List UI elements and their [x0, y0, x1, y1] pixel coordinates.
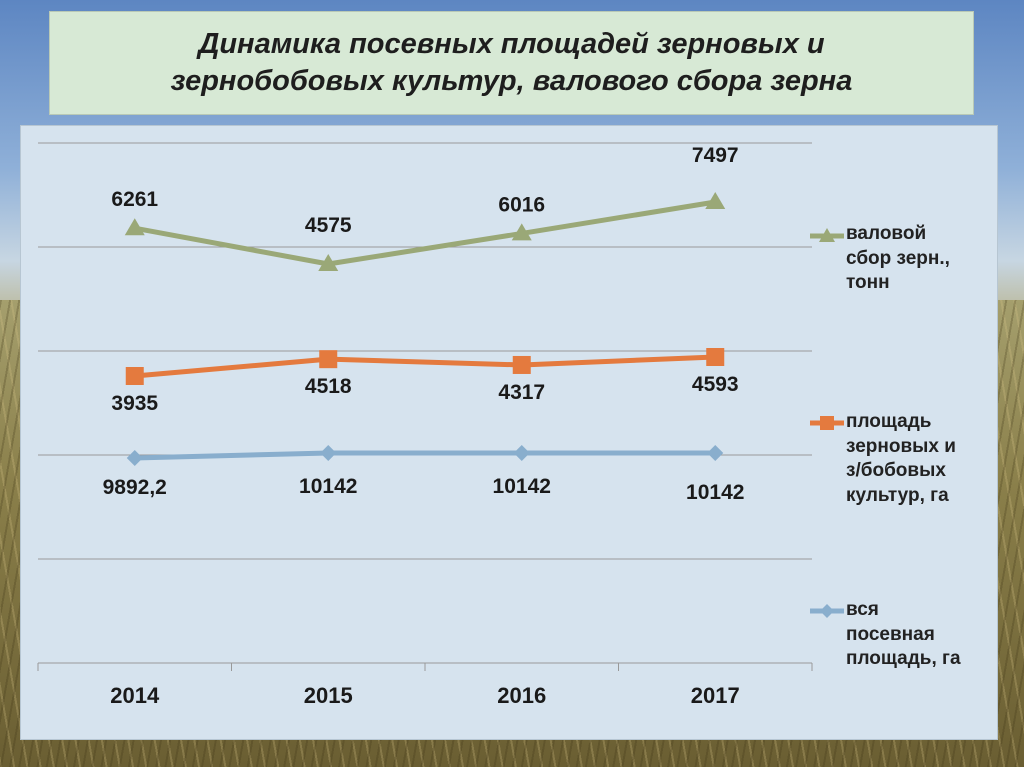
data-label-s0-2014: 6261: [111, 188, 158, 211]
series-line-0: [134, 199, 716, 267]
point-harvest-2016: [511, 223, 532, 241]
point-grain-area-2017: [706, 348, 725, 366]
data-label-s0-2017: 7497: [692, 144, 739, 167]
legend-item-grain-area: площадь зерновых и з/бобовых культур, га: [810, 410, 1000, 508]
data-label-s2-2016: 10142: [493, 475, 551, 498]
x-tick-label-2014: 2014: [110, 683, 160, 708]
point-total-area-2015: [320, 445, 337, 461]
legend-square-icon: [810, 416, 844, 430]
data-label-s1-2017: 4593: [692, 373, 739, 396]
data-label-s2-2017: 10142: [686, 481, 744, 504]
legend-item-total-area: вся посевная площадь, га: [810, 598, 1000, 672]
x-tick-label-2016: 2016: [497, 683, 546, 708]
data-label-s2-2015: 10142: [299, 475, 357, 498]
legend-triangle-icon: [810, 228, 844, 242]
x-tick-label-2017: 2017: [691, 683, 740, 708]
chart-title: Динамика посевных площадей зерновых и зе…: [170, 28, 853, 97]
data-label-s0-2016: 6016: [498, 193, 545, 216]
legend-label-grain-area: площадь зерновых и з/бобовых культур, га: [846, 411, 956, 506]
series-line-2: [134, 450, 716, 461]
point-grain-area-2014: [125, 367, 144, 385]
point-total-area-2017: [707, 445, 724, 461]
point-total-area-2014: [126, 450, 143, 466]
data-label-s0-2015: 4575: [305, 214, 352, 237]
data-label-s2-2014: 9892,2: [103, 476, 167, 499]
point-harvest-2017: [705, 192, 726, 209]
data-label-s1-2014: 3935: [111, 392, 158, 415]
data-label-s1-2016: 4317: [498, 381, 545, 404]
title-box: Динамика посевных площадей зерновых и зе…: [49, 11, 974, 115]
point-grain-area-2016: [512, 355, 531, 374]
point-harvest-2014: [124, 218, 145, 236]
x-tick-label-2015: 2015: [304, 683, 353, 708]
legend-diamond-icon: [810, 604, 844, 618]
legend-label-total-area: вся посевная площадь, га: [846, 599, 961, 669]
point-grain-area-2015: [319, 350, 338, 369]
series-line-1: [134, 354, 716, 379]
point-harvest-2015: [318, 254, 339, 271]
chart-panel: [20, 125, 998, 740]
data-label-s1-2015: 4518: [305, 375, 352, 398]
point-total-area-2016: [513, 445, 530, 461]
legend-label-harvest: валовой сбор зерн., тонн: [846, 223, 950, 293]
legend-item-harvest: валовой сбор зерн., тонн: [810, 222, 1000, 296]
